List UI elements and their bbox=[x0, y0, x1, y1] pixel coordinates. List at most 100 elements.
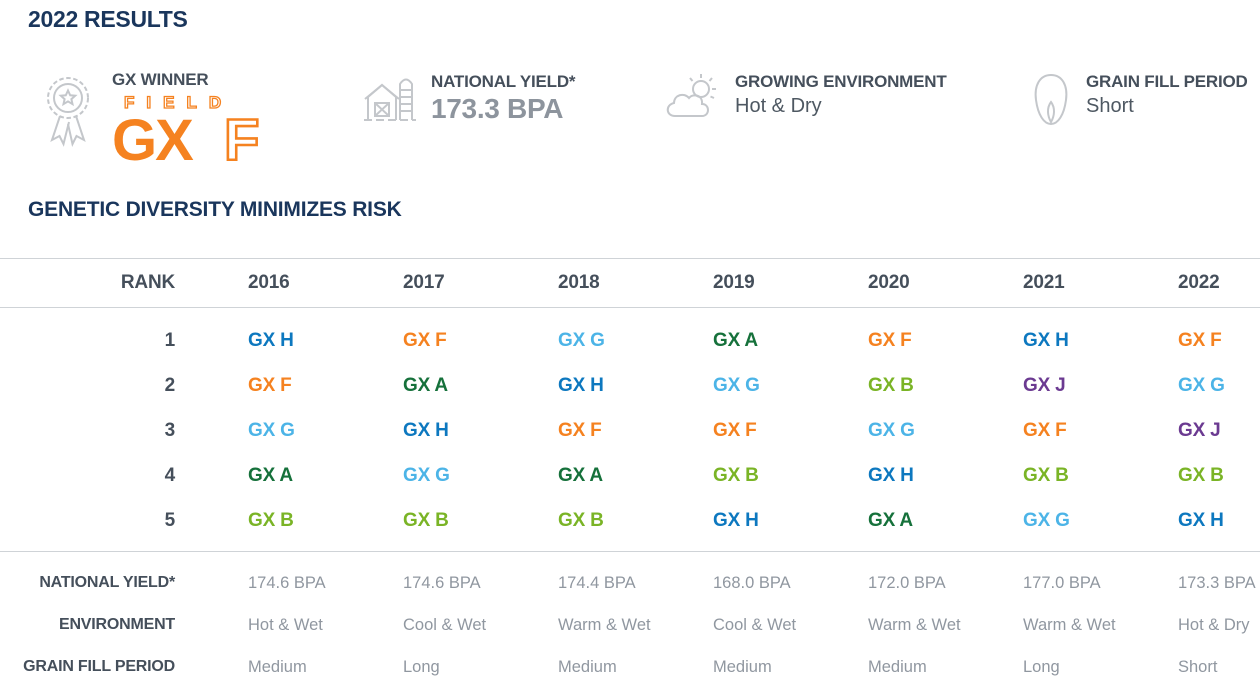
variety-cell: GX H bbox=[1178, 509, 1224, 531]
variety-cell: GX A bbox=[558, 464, 603, 486]
grain-fill-value: Short bbox=[1086, 95, 1134, 117]
variety-cell: GX J bbox=[1178, 419, 1221, 441]
environment-value: Hot & Dry bbox=[735, 95, 822, 117]
stat-label: GROWING ENVIRONMENT bbox=[735, 72, 947, 91]
variety-cell: GX G bbox=[248, 419, 295, 441]
variety-cell: GX J bbox=[1023, 374, 1066, 396]
rank-number: 5 bbox=[164, 509, 176, 531]
footer-label: NATIONAL YIELD* bbox=[39, 574, 175, 591]
rank-row: 4 GX A GX G GX A GX B GX H GX B GX B bbox=[0, 453, 1260, 498]
stat-gx-winner: GX WINNER FIELD GX F bbox=[38, 70, 312, 166]
variety-cell: GX H bbox=[558, 374, 604, 396]
rank-row: 1 GX H GX F GX G GX A GX F GX H GX F bbox=[0, 318, 1260, 363]
variety-cell: GX F bbox=[868, 329, 912, 351]
footer-value: Warm & Wet bbox=[1023, 615, 1116, 634]
section-title: GENETIC DIVERSITY MINIMIZES RISK bbox=[28, 198, 402, 221]
table-header-row: RANK 2016 2017 2018 2019 2020 2021 2022 bbox=[0, 258, 1260, 308]
variety-cell: GX B bbox=[1178, 464, 1224, 486]
variety-cell: GX B bbox=[248, 509, 294, 531]
footer-value: Cool & Wet bbox=[713, 615, 797, 634]
footer-value: Long bbox=[403, 657, 440, 676]
year-header: 2021 bbox=[1023, 272, 1065, 293]
footer-value: Medium bbox=[248, 657, 307, 676]
variety-cell: GX F bbox=[713, 419, 757, 441]
rank-row: 5 GX B GX B GX B GX H GX A GX G GX H bbox=[0, 498, 1260, 543]
variety-cell: GX G bbox=[558, 329, 605, 351]
rank-number: 1 bbox=[164, 329, 176, 351]
rank-number: 3 bbox=[164, 419, 176, 441]
variety-cell: GX A bbox=[403, 374, 448, 396]
footer-value: 172.0 BPA bbox=[868, 573, 946, 592]
footer-value: 174.6 BPA bbox=[403, 573, 481, 592]
year-header: 2017 bbox=[403, 272, 445, 293]
corn-kernel-icon bbox=[1030, 72, 1072, 128]
variety-cell: GX G bbox=[1023, 509, 1070, 531]
footer-value: Short bbox=[1178, 657, 1218, 676]
footer-value: 177.0 BPA bbox=[1023, 573, 1101, 592]
variety-cell: GX G bbox=[403, 464, 450, 486]
footer-value: 168.0 BPA bbox=[713, 573, 791, 592]
footer-value: Medium bbox=[713, 657, 772, 676]
footer-value: 174.6 BPA bbox=[248, 573, 326, 592]
cloud-sun-icon bbox=[663, 72, 721, 122]
stat-national-yield: NATIONAL YIELD* 173.3 BPA bbox=[363, 72, 576, 125]
variety-cell: GX B bbox=[558, 509, 604, 531]
footer-row: ENVIRONMENT Hot & Wet Cool & Wet Warm & Wet… bbox=[0, 604, 1260, 646]
variety-cell: GX G bbox=[1178, 374, 1225, 396]
variety-cell: GX H bbox=[1023, 329, 1069, 351]
variety-cell: GX F bbox=[1178, 329, 1222, 351]
rank-row: 3 GX G GX H GX F GX F GX G GX F GX J bbox=[0, 408, 1260, 453]
footer-value: Warm & Wet bbox=[868, 615, 961, 634]
stat-grain-fill-period: GRAIN FILL PERIOD Short bbox=[1030, 72, 1248, 128]
rank-number: 4 bbox=[164, 464, 176, 486]
footer-value: 173.3 BPA bbox=[1178, 573, 1256, 592]
logo-field-text: FIELD bbox=[124, 93, 233, 112]
variety-cell: GX A bbox=[713, 329, 758, 351]
year-header: 2020 bbox=[868, 272, 910, 293]
stat-label: GRAIN FILL PERIOD bbox=[1086, 72, 1248, 91]
variety-cell: GX H bbox=[713, 509, 759, 531]
variety-cell: GX A bbox=[868, 509, 913, 531]
footer-label: GRAIN FILL PERIOD bbox=[23, 658, 175, 675]
variety-cell: GX H bbox=[403, 419, 449, 441]
variety-cell: GX B bbox=[868, 374, 914, 396]
variety-cell: GX F bbox=[248, 374, 292, 396]
award-ribbon-icon bbox=[38, 70, 98, 160]
year-header: 2018 bbox=[558, 272, 600, 293]
footer-value: Long bbox=[1023, 657, 1060, 676]
footer-row: GRAIN FILL PERIOD Medium Long Medium Medium M… bbox=[0, 646, 1260, 680]
variety-cell: GX H bbox=[248, 329, 294, 351]
year-header: 2016 bbox=[248, 272, 290, 293]
year-header: 2019 bbox=[713, 272, 755, 293]
year-header: 2022 bbox=[1178, 272, 1220, 293]
rank-row: 2 GX F GX A GX H GX G GX B GX J GX G bbox=[0, 363, 1260, 408]
variety-cell: GX A bbox=[248, 464, 293, 486]
stat-growing-environment: GROWING ENVIRONMENT Hot & Dry bbox=[663, 72, 947, 122]
variety-cell: GX B bbox=[403, 509, 449, 531]
variety-cell: GX G bbox=[868, 419, 915, 441]
variety-cell: GX G bbox=[713, 374, 760, 396]
footer-label: ENVIRONMENT bbox=[58, 616, 175, 633]
footer-value: Cool & Wet bbox=[403, 615, 487, 634]
rank-rows: 1 GX H GX F GX G GX A GX F GX H GX F 2 GX F GX A GX… bbox=[0, 308, 1260, 551]
footer-value: 174.4 BPA bbox=[558, 573, 636, 592]
footer-value: Hot & Wet bbox=[248, 615, 323, 634]
variety-cell: GX B bbox=[713, 464, 759, 486]
variety-cell: GX F bbox=[403, 329, 447, 351]
barn-silo-icon bbox=[363, 72, 417, 124]
footer-value: Medium bbox=[558, 657, 617, 676]
footer-value: Hot & Dry bbox=[1178, 615, 1250, 634]
footer-value: Warm & Wet bbox=[558, 615, 651, 634]
page-title: 2022 RESULTS bbox=[28, 6, 188, 32]
footer-rows: NATIONAL YIELD* 174.6 BPA 174.6 BPA 174.4 B… bbox=[0, 551, 1260, 680]
variety-cell: GX F bbox=[558, 419, 602, 441]
results-table: RANK 2016 2017 2018 2019 2020 2021 2022 1 GX H G… bbox=[0, 258, 1260, 680]
logo-f-text: F bbox=[224, 108, 259, 166]
footer-row: NATIONAL YIELD* 174.6 BPA 174.6 BPA 174.4 B… bbox=[0, 562, 1260, 604]
variety-cell: GX H bbox=[868, 464, 914, 486]
variety-cell: GX F bbox=[1023, 419, 1067, 441]
field-gxf-logo: FIELD GX F bbox=[112, 92, 312, 166]
rank-header: RANK bbox=[120, 272, 175, 293]
stat-label: GX WINNER bbox=[112, 70, 209, 89]
variety-cell: GX B bbox=[1023, 464, 1069, 486]
